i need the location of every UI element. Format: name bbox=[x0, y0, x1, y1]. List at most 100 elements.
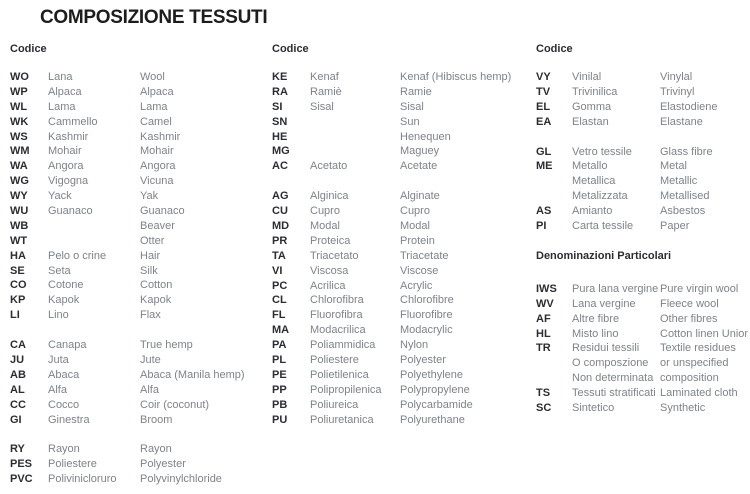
italian-name: Angora bbox=[48, 160, 84, 173]
code-column-3: Codice VY Vinilal Vinylal TV Trivinilica Trivi… bbox=[536, 43, 748, 416]
italian-name: Vigogna bbox=[48, 175, 89, 188]
table-row: CL Chlorofibra Chlorofibre bbox=[272, 293, 526, 308]
code-column-1: Codice WO Lana Wool WP Alpaca Alpaca WL Lama Lama… bbox=[10, 43, 262, 487]
fibre-code: EA bbox=[536, 115, 552, 128]
italian-name: Pura lana vergine bbox=[572, 282, 659, 295]
italian-name bbox=[310, 115, 400, 130]
fibre-code: AL bbox=[10, 383, 25, 396]
fibre-code: IWS bbox=[536, 282, 557, 295]
table-row: TV Trivinilica Trivinyl bbox=[536, 85, 748, 100]
fibre-code: AG bbox=[272, 190, 289, 203]
english-name: Cupro bbox=[400, 205, 430, 218]
table-row: FL Fluorofibra Fluorofibre bbox=[272, 308, 526, 323]
fibre-code: VY bbox=[536, 71, 551, 83]
fibre-code: ME bbox=[536, 160, 553, 173]
english-name: Camel bbox=[140, 115, 172, 128]
italian-name: Acrilica bbox=[310, 279, 346, 292]
english-name: Wool bbox=[140, 71, 165, 83]
fibre-code: PL bbox=[272, 354, 287, 367]
fibre-code: WB bbox=[10, 219, 29, 232]
italian-name: Guanaco bbox=[48, 205, 93, 218]
fibre-code: PB bbox=[272, 398, 288, 411]
italian-name bbox=[48, 234, 140, 249]
fibre-code: MG bbox=[272, 145, 290, 158]
english-name: Beaver bbox=[140, 219, 175, 232]
fibre-code: KP bbox=[10, 294, 26, 307]
italian-name: Polivinicloruro bbox=[48, 473, 117, 486]
italian-name: Carta tessile bbox=[572, 220, 634, 233]
table-row: PES Poliestere Polyester bbox=[10, 457, 262, 472]
english-name: Synthetic bbox=[660, 402, 706, 415]
english-name: Modacrylic bbox=[400, 324, 453, 337]
italian-name: Polipropilenica bbox=[310, 383, 382, 396]
fibre-code: HL bbox=[536, 327, 551, 340]
english-name: Polyurethane bbox=[400, 413, 465, 426]
italian-name: Poliestere bbox=[310, 354, 359, 367]
code-group: WO Lana Wool WP Alpaca Alpaca WL Lama Lama WK Camm… bbox=[10, 70, 262, 323]
fibre-code: WG bbox=[10, 175, 29, 188]
column-header: Codice bbox=[10, 43, 47, 55]
english-name: composition bbox=[660, 372, 719, 385]
fibre-code: RA bbox=[272, 85, 288, 98]
fibre-code: GI bbox=[10, 413, 22, 426]
italian-name: Seta bbox=[48, 264, 71, 277]
english-name: Jute bbox=[140, 354, 161, 367]
fibre-code: WY bbox=[10, 190, 28, 203]
fibre-code: MA bbox=[272, 324, 290, 337]
italian-name: Vetro tessile bbox=[572, 145, 632, 158]
english-name: Maguey bbox=[400, 145, 440, 158]
italian-name bbox=[48, 219, 140, 234]
english-name: Hair bbox=[140, 249, 161, 262]
english-name: Polypropylene bbox=[400, 383, 470, 396]
english-name: Metal bbox=[660, 160, 687, 173]
italian-name: Abaca bbox=[48, 368, 80, 381]
english-name: or unspecified bbox=[660, 357, 729, 370]
english-name: Alpaca bbox=[140, 85, 174, 98]
italian-name: Fluorofibra bbox=[310, 309, 363, 322]
table-row: SI Sisal Sisal bbox=[272, 100, 526, 115]
table-row: AF Altre fibre Other fibres bbox=[536, 312, 748, 327]
table-row: CU Cupro Cupro bbox=[272, 204, 526, 219]
fibre-code: CC bbox=[10, 398, 26, 411]
english-name: Asbestos bbox=[660, 205, 706, 218]
table-row: SE Seta Silk bbox=[10, 264, 262, 279]
italian-name: Kashmir bbox=[48, 130, 89, 143]
fibre-code: WA bbox=[10, 160, 28, 173]
code-group: KE Kenaf Kenaf (Hibiscus hemp) RA Ramiè Ramie… bbox=[272, 70, 526, 174]
table-row: AL Alfa Alfa bbox=[10, 383, 262, 398]
english-name: Paper bbox=[660, 220, 690, 233]
english-name: True hemp bbox=[140, 339, 193, 352]
fibre-code: WL bbox=[10, 100, 28, 113]
fibre-code: WO bbox=[10, 71, 29, 83]
english-name: Otter bbox=[140, 234, 165, 247]
table-row: Metalizzata Metallised bbox=[536, 189, 748, 204]
english-name: Flax bbox=[140, 309, 161, 322]
fibre-code: WT bbox=[10, 234, 28, 247]
italian-name bbox=[310, 144, 400, 159]
italian-name: Cotone bbox=[48, 279, 84, 292]
italian-name: Poliuretanica bbox=[310, 413, 374, 426]
italian-name: Triacetato bbox=[310, 249, 359, 262]
table-row: MG Maguey bbox=[272, 144, 526, 159]
italian-name: Lama bbox=[48, 100, 76, 113]
english-name: Kashmir bbox=[140, 130, 181, 143]
fibre-code: AS bbox=[536, 205, 552, 218]
fibre-code: JU bbox=[10, 354, 25, 367]
column-header: Codice bbox=[536, 43, 573, 55]
italian-name: Metallica bbox=[572, 175, 616, 188]
fibre-code: SC bbox=[536, 402, 552, 415]
fibre-code: PC bbox=[272, 279, 288, 292]
italian-name: Lana vergine bbox=[572, 297, 636, 310]
english-name: Kenaf (Hibiscus hemp) bbox=[400, 71, 512, 83]
table-row: AC Acetato Acetate bbox=[272, 159, 526, 174]
table-row: GI Ginestra Broom bbox=[10, 413, 262, 428]
table-row: WS Kashmir Kashmir bbox=[10, 130, 262, 145]
english-name: Guanaco bbox=[140, 205, 185, 218]
table-row: WA Angora Angora bbox=[10, 159, 262, 174]
fibre-code: RY bbox=[10, 443, 25, 456]
english-name: Alginate bbox=[400, 190, 440, 203]
table-row: RA Ramiè Ramie bbox=[272, 85, 526, 100]
english-name: Modal bbox=[400, 220, 430, 233]
italian-name: Mohair bbox=[48, 145, 82, 158]
italian-name: Cupro bbox=[310, 205, 340, 218]
